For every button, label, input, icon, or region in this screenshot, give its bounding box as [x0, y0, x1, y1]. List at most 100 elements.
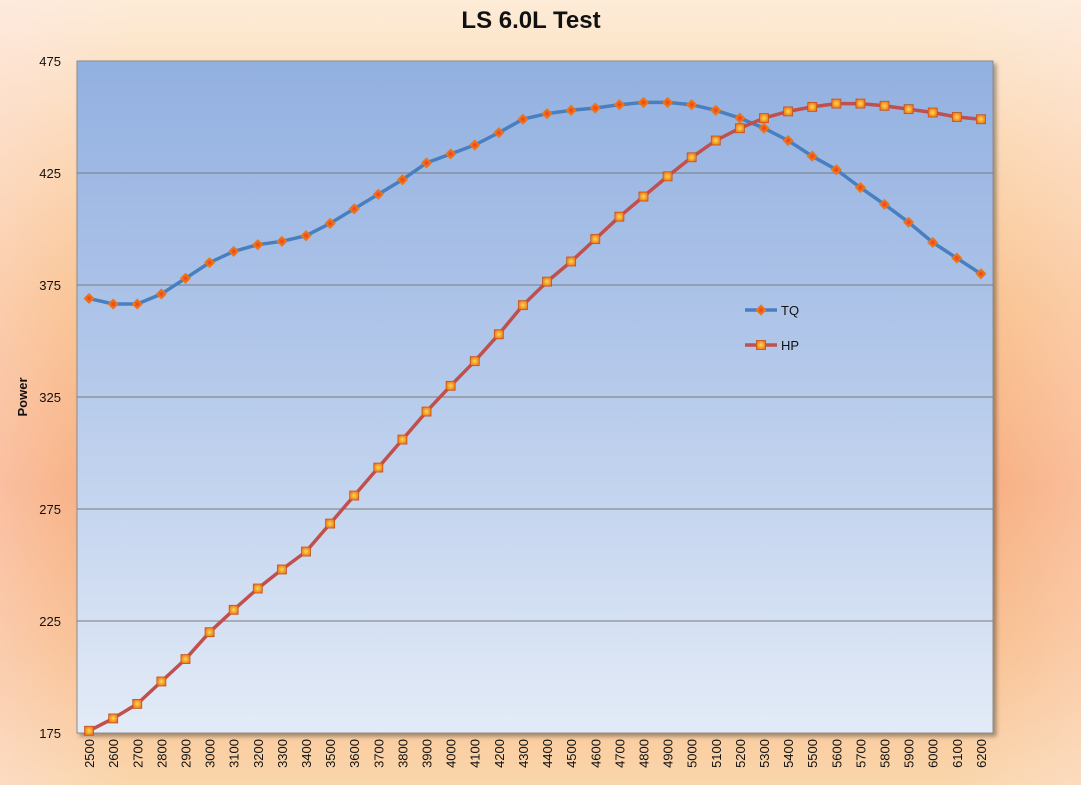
x-tick-label: 3300 — [275, 739, 290, 768]
data-point-hp — [325, 518, 336, 529]
data-point-hp — [831, 98, 842, 109]
data-point-hp — [373, 462, 384, 473]
data-point-hp — [445, 380, 456, 391]
x-tick-label: 4700 — [612, 739, 627, 768]
x-tick-label: 3700 — [371, 739, 386, 768]
x-tick-label: 2900 — [178, 739, 193, 768]
data-point-hp — [349, 490, 360, 501]
x-tick-label: 3600 — [347, 739, 362, 768]
data-point-tq — [541, 108, 553, 120]
chart-title: LS 6.0L Test — [461, 7, 600, 34]
data-point-tq — [782, 134, 794, 147]
data-point-tq — [951, 252, 963, 264]
data-point-hp — [783, 106, 794, 117]
data-point-tq — [517, 113, 529, 125]
x-tick-label: 5500 — [805, 739, 820, 768]
legend-marker-tq — [755, 304, 767, 316]
data-point-hp — [518, 300, 528, 311]
data-point-hp — [614, 211, 625, 222]
series-lines — [83, 96, 987, 736]
data-point-tq — [179, 272, 192, 284]
y-axis-label: Power — [15, 377, 30, 416]
data-point-tq — [613, 99, 625, 111]
data-point-tq — [710, 104, 722, 116]
data-point-tq — [252, 239, 264, 251]
data-point-hp — [108, 713, 119, 724]
data-point-hp — [759, 113, 769, 124]
y-axis-ticks: 175 225 275 325 375 425 475 — [39, 54, 61, 741]
data-point-hp — [566, 256, 577, 267]
data-point-tq — [589, 102, 601, 114]
x-tick-label: 6200 — [974, 739, 989, 768]
data-point-tq — [637, 96, 650, 109]
x-tick-label: 5600 — [829, 739, 844, 768]
data-point-hp — [879, 100, 890, 111]
y-tick-label: 225 — [39, 614, 61, 629]
data-point-tq — [662, 96, 674, 109]
data-point-hp — [421, 406, 432, 417]
x-tick-label: 5800 — [878, 739, 893, 768]
x-tick-label: 3200 — [251, 739, 266, 768]
x-tick-label: 4800 — [636, 739, 651, 768]
data-point-tq — [927, 236, 939, 249]
y-tick-label: 375 — [39, 278, 61, 293]
x-tick-label: 5000 — [685, 739, 700, 768]
data-point-tq — [493, 127, 505, 139]
x-tick-label: 3000 — [203, 739, 218, 768]
x-tick-label: 5900 — [902, 739, 917, 768]
x-tick-label: 5300 — [757, 739, 772, 768]
data-point-hp — [927, 107, 938, 118]
data-point-tq — [758, 122, 770, 134]
data-point-hp — [301, 546, 311, 557]
y-tick-label: 325 — [39, 390, 61, 405]
x-tick-label: 3800 — [395, 739, 410, 768]
y-tick-label: 425 — [39, 166, 61, 181]
data-point-tq — [204, 257, 216, 269]
y-tick-label: 175 — [39, 726, 61, 741]
data-point-tq — [420, 157, 433, 169]
x-tick-label: 6000 — [926, 739, 941, 768]
data-point-hp — [156, 676, 167, 687]
x-tick-label: 4100 — [468, 739, 483, 768]
x-tick-label: 4300 — [516, 739, 531, 768]
legend-label-tq: TQ — [781, 303, 799, 318]
x-tick-label: 4400 — [540, 739, 555, 768]
data-point-hp — [397, 434, 408, 445]
x-tick-label: 4200 — [492, 739, 507, 768]
data-point-tq — [565, 104, 577, 116]
x-tick-label: 2500 — [82, 739, 97, 768]
data-point-tq — [107, 298, 119, 310]
data-point-hp — [590, 234, 601, 244]
legend-marker-hp — [756, 340, 766, 350]
data-point-tq — [83, 292, 95, 305]
x-tick-label: 2600 — [106, 739, 121, 768]
data-point-tq — [903, 216, 915, 228]
data-point-tq — [878, 198, 891, 210]
x-tick-label: 5100 — [709, 739, 724, 768]
data-point-tq — [830, 164, 842, 176]
data-point-tq — [806, 150, 818, 162]
data-point-hp — [807, 102, 818, 112]
x-tick-label: 3900 — [420, 739, 435, 768]
y-tick-label: 475 — [39, 54, 61, 69]
data-point-hp — [734, 123, 745, 134]
data-point-hp — [686, 152, 697, 163]
data-point-tq — [131, 298, 143, 310]
data-point-hp — [662, 171, 673, 182]
x-tick-label: 6100 — [950, 739, 965, 768]
data-point-tq — [276, 235, 288, 247]
data-point-hp — [710, 135, 721, 146]
x-tick-label: 3100 — [227, 739, 242, 768]
legend: TQ HP — [745, 303, 799, 353]
data-point-tq — [228, 245, 240, 257]
y-tick-label: 275 — [39, 502, 61, 517]
data-point-tq — [396, 174, 408, 186]
data-point-hp — [469, 356, 480, 367]
x-tick-label: 4000 — [444, 739, 459, 768]
x-tick-label: 3500 — [323, 739, 338, 768]
data-point-tq — [686, 99, 698, 111]
data-point-tq — [854, 181, 866, 194]
x-axis-ticks: 2500 2600 2700 2800 2900 3000 3100 3200 3300 3400… — [82, 739, 989, 768]
x-tick-label: 2700 — [130, 739, 145, 768]
data-point-tq — [348, 203, 360, 215]
